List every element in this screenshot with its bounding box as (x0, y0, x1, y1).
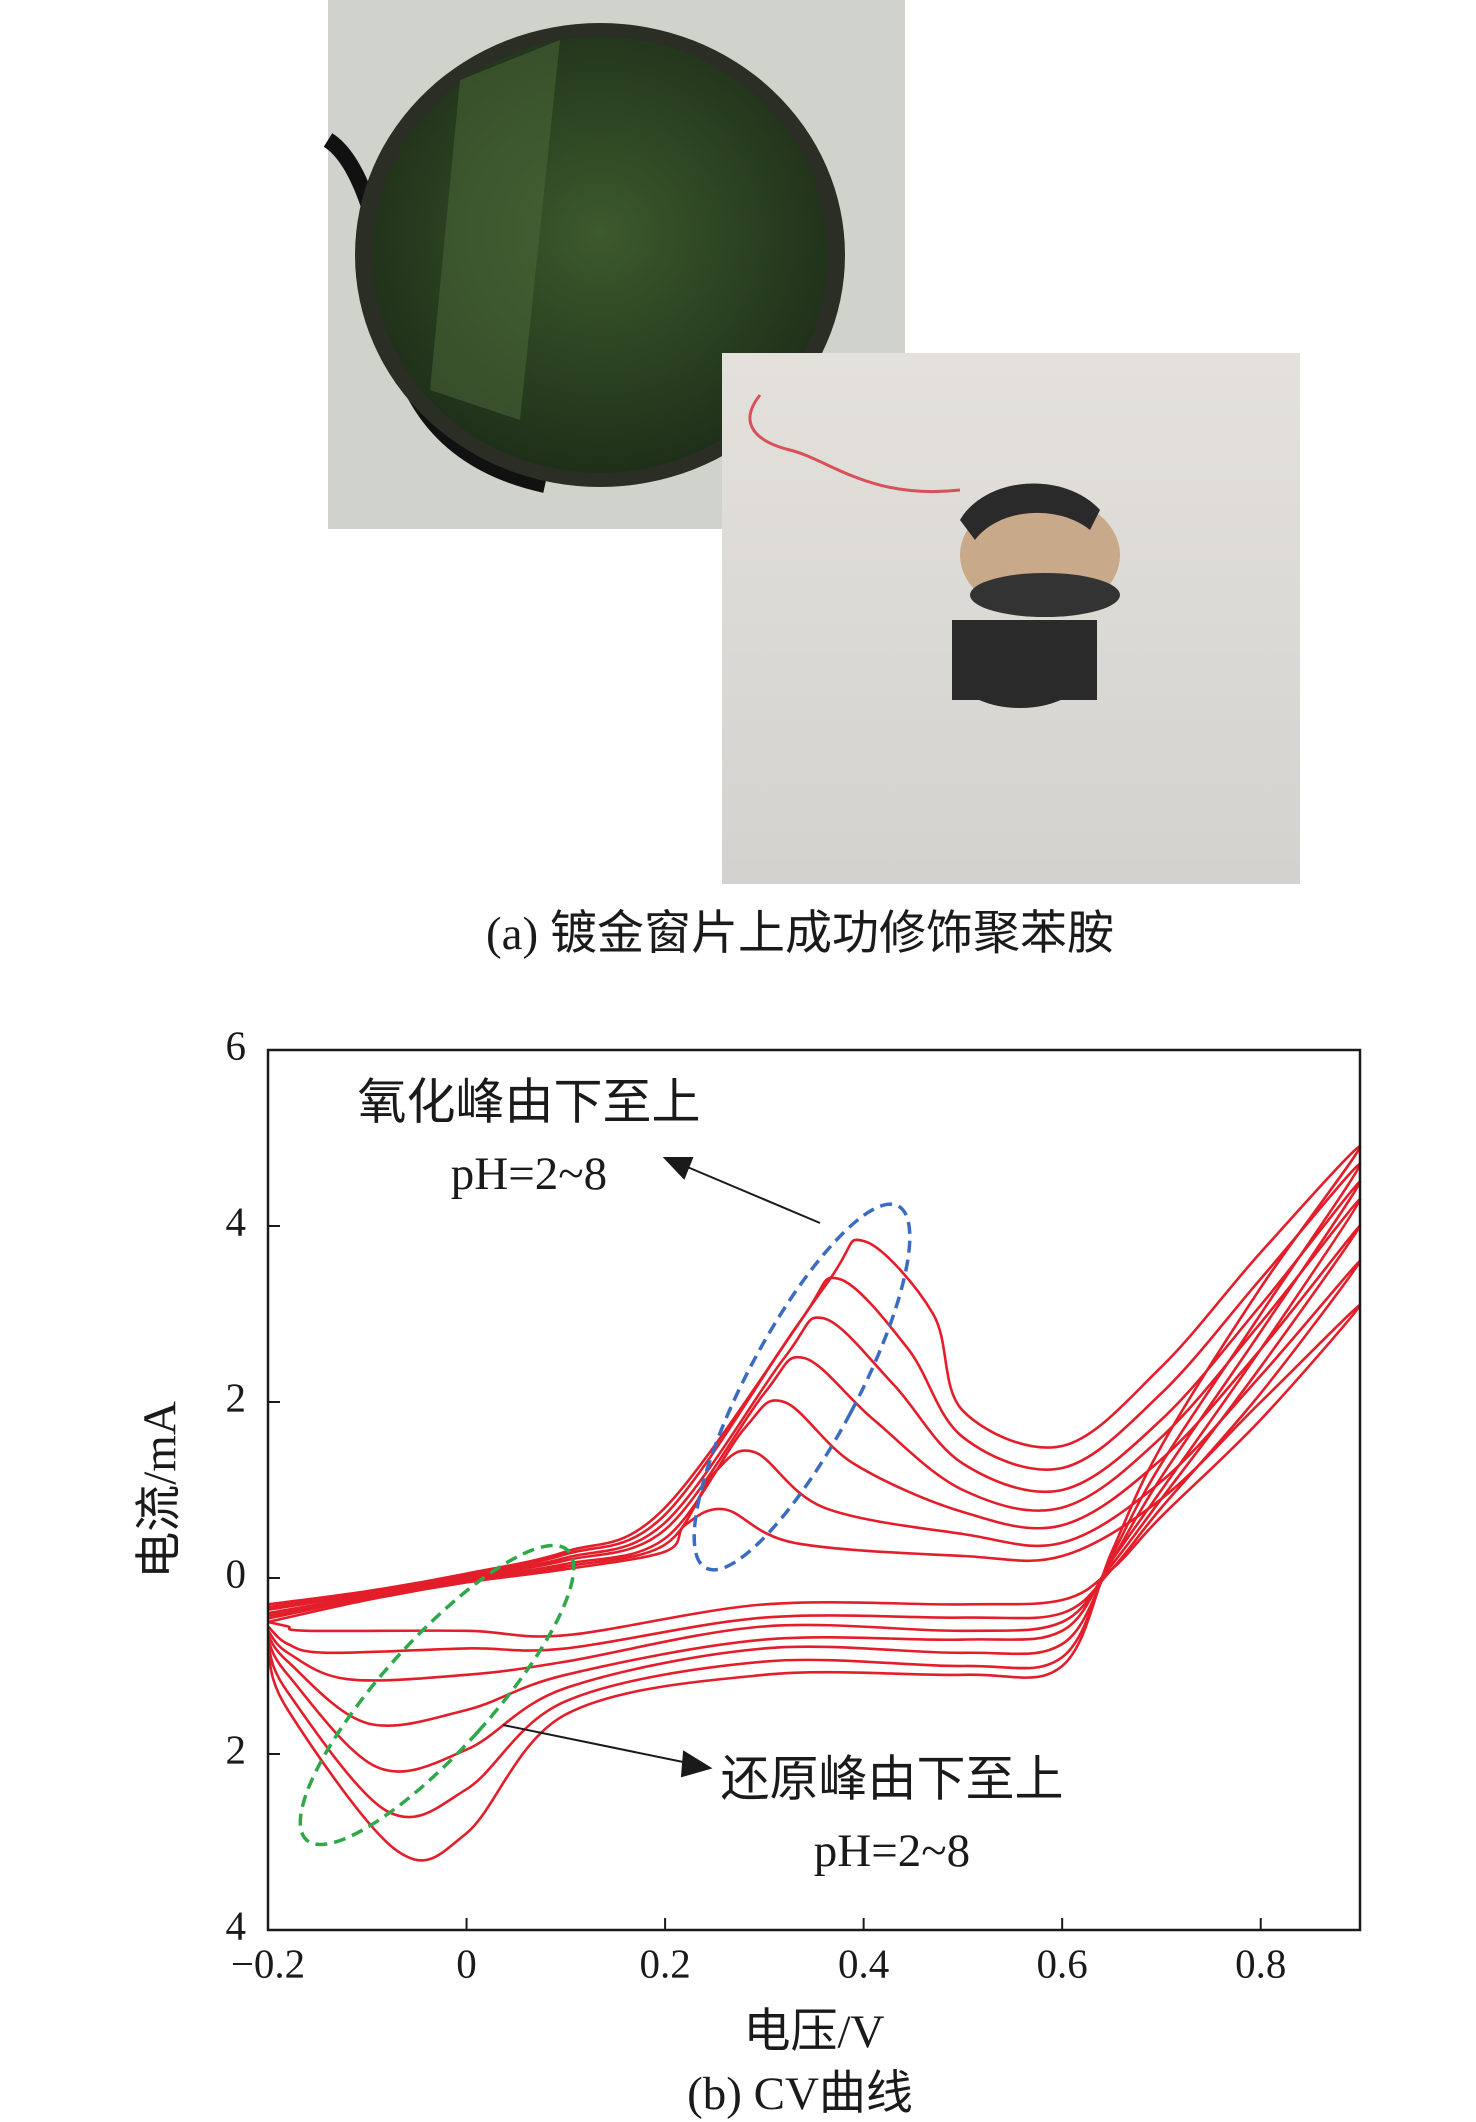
caption-b: (b) CV曲线 (687, 2068, 913, 2120)
annotation: pH=2~8 (814, 1825, 970, 1877)
annotation: 还原峰由下至上 (720, 1751, 1063, 1806)
x-tick-label: 0.2 (639, 1940, 690, 1986)
arrows (502, 1157, 821, 1778)
y-tick-label: 4 (226, 1198, 247, 1244)
x-tick-label: 0 (456, 1940, 477, 1986)
cv-curve (266, 1198, 1362, 1727)
cv-curve (266, 1163, 1362, 1819)
photo-device (722, 353, 1300, 884)
y-tick-label: 2 (226, 1726, 247, 1772)
annotation: pH=2~8 (451, 1148, 607, 1200)
plot-frame (266, 1048, 1362, 1932)
cv-curve (267, 1303, 1362, 1638)
caption-a: (a) 镀金窗片上成功修饰聚苯胺 (486, 908, 1114, 960)
x-tick-label: 0.6 (1037, 1940, 1088, 1986)
annotation: 氧化峰由下至上 (357, 1074, 700, 1129)
cv-curve (267, 1259, 1362, 1655)
plot-area (266, 1145, 1362, 1862)
x-tick-label: 0.8 (1235, 1940, 1286, 1986)
x-axis-label: 电压/V (744, 2006, 885, 2058)
y-tick-label: 6 (226, 1022, 247, 1068)
cv-curve (266, 1224, 1362, 1682)
x-tick-label: −0.2 (231, 1940, 305, 1986)
y-axis-label: 电流/mA (134, 1401, 186, 1579)
y-tick-label: 0 (226, 1550, 247, 1596)
cv-curve (266, 1145, 1362, 1862)
y-tick-label: 2 (226, 1374, 247, 1420)
cv-curve (266, 1180, 1362, 1773)
oxidation-ellipse (692, 1202, 912, 1572)
y-tick-label: 4 (226, 1902, 247, 1948)
reduction-ellipse (298, 1543, 576, 1847)
x-tick-label: 0.4 (838, 1940, 889, 1986)
